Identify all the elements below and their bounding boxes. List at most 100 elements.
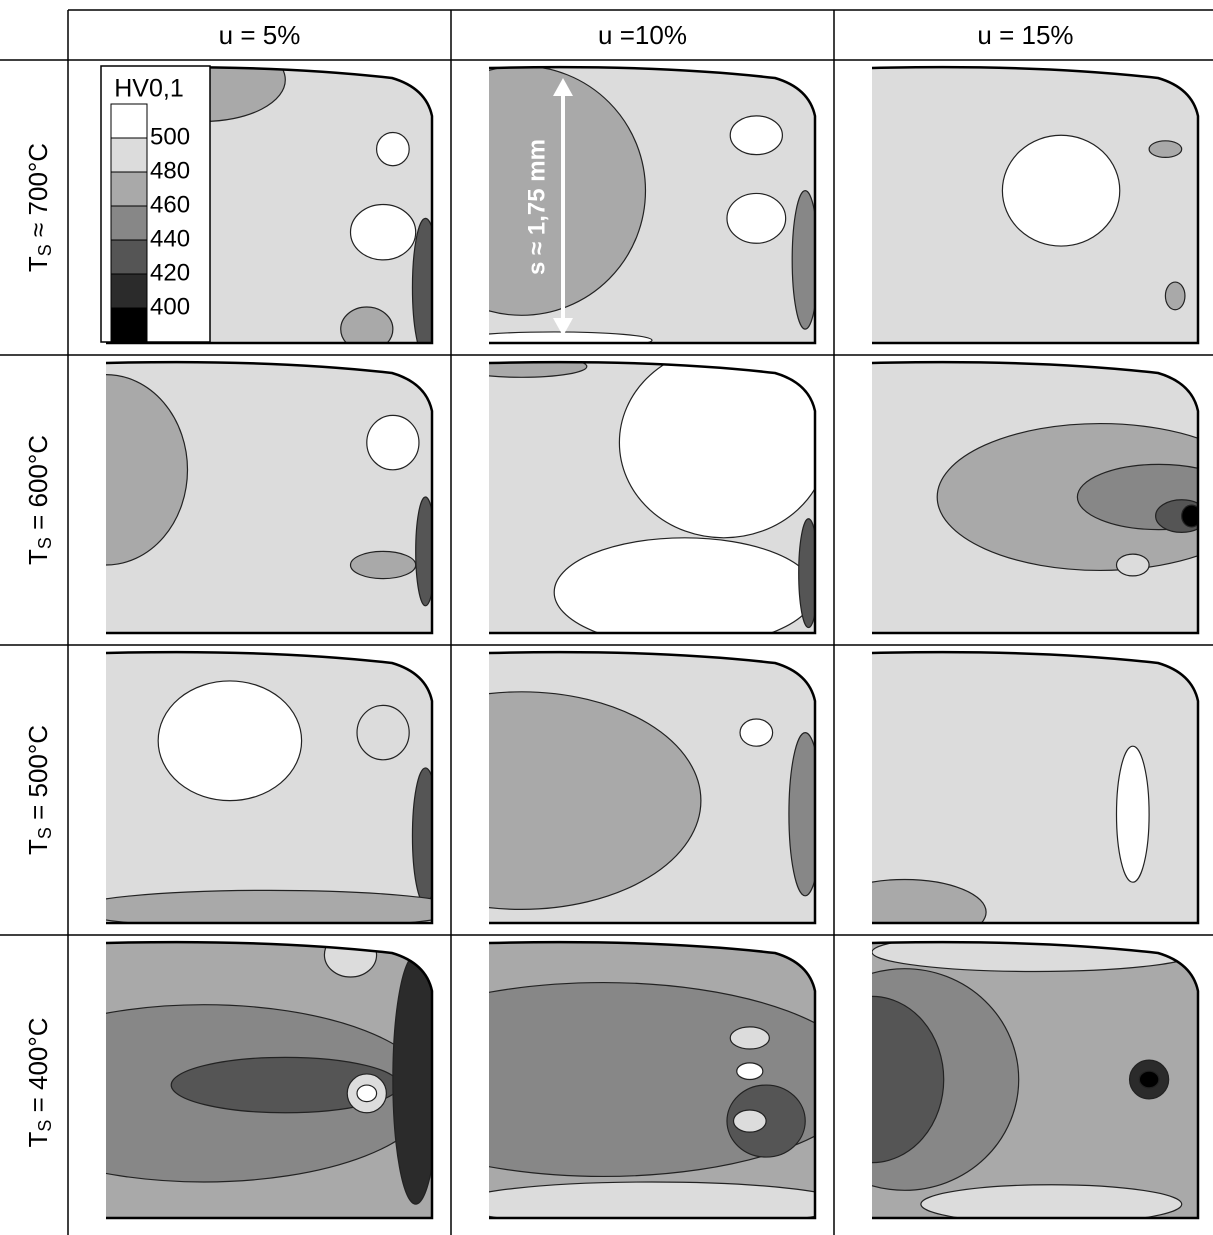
legend-title: HV0,1 xyxy=(114,75,183,103)
contour-map xyxy=(106,942,432,1218)
contour-region xyxy=(739,718,774,747)
contour-region xyxy=(872,878,987,923)
legend-level: 440 xyxy=(150,225,190,252)
contour-map xyxy=(872,67,1198,343)
sample-outline xyxy=(488,360,817,635)
row-label-suffix: = 500°C xyxy=(23,725,53,827)
row-label-prefix: T xyxy=(23,1132,53,1148)
contour-region xyxy=(356,704,410,761)
row-label-suffix: = 600°C xyxy=(23,435,53,537)
contour-region xyxy=(1148,140,1183,159)
contour-region xyxy=(106,889,432,923)
contour-region xyxy=(1115,745,1150,883)
contour-region xyxy=(729,115,783,156)
contour-region xyxy=(356,1084,378,1103)
sample-outline xyxy=(871,650,1200,925)
legend-level: 460 xyxy=(150,191,190,218)
contour-region xyxy=(736,1062,764,1081)
legend-swatch xyxy=(110,307,148,343)
contour-region xyxy=(798,518,815,629)
row-label-prefix: T xyxy=(23,839,53,855)
contour-region xyxy=(872,995,945,1164)
row-label-suffix: = 400°C xyxy=(23,1017,53,1119)
arrow-head xyxy=(553,318,573,336)
sample-outline xyxy=(105,650,434,925)
sample-outline xyxy=(105,360,434,635)
row-label-prefix: T xyxy=(23,256,53,272)
column-header: u = 15% xyxy=(977,20,1073,50)
contour-base xyxy=(872,652,1198,923)
contour-region xyxy=(489,691,702,910)
legend-level: 500 xyxy=(150,123,190,150)
contour-region xyxy=(726,192,787,244)
contour-region xyxy=(1115,553,1150,577)
labels: u = 5% u =10% u = 15%TS ≈ 700°CTS = 600°CT… xyxy=(23,20,1074,1148)
contour-map xyxy=(489,67,815,343)
contour-region xyxy=(349,203,417,261)
contour-region xyxy=(788,732,815,897)
row-label-subscript: S xyxy=(35,1120,55,1132)
contour-region xyxy=(157,680,303,802)
row-label: TS ≈ 700°C xyxy=(23,143,55,272)
contour-map xyxy=(872,362,1198,633)
contour-map xyxy=(489,942,815,1218)
table-grid xyxy=(0,9,1213,1235)
contour-map xyxy=(106,652,432,923)
sample-outline xyxy=(871,940,1200,1220)
contour-region xyxy=(349,550,417,580)
arrow-head xyxy=(553,78,573,96)
sample-outline xyxy=(871,360,1200,635)
contour-region xyxy=(106,373,189,566)
contour-region xyxy=(920,1184,1183,1218)
legend-level: 400 xyxy=(150,293,190,320)
sample-outline xyxy=(488,650,817,925)
contour-region xyxy=(489,1181,815,1218)
legend-swatch xyxy=(110,171,148,207)
contour-map xyxy=(872,942,1198,1218)
contour-region xyxy=(489,67,647,316)
column-header: u =10% xyxy=(598,20,687,50)
thickness-annotation: s ≈ 1,75 mm xyxy=(523,78,573,336)
annotation-text: s ≈ 1,75 mm xyxy=(523,139,550,275)
panels xyxy=(105,65,1200,1220)
contour-region xyxy=(489,362,588,378)
row-label: TS = 400°C xyxy=(23,1017,55,1147)
contour-map xyxy=(106,362,432,633)
contour-map xyxy=(489,652,815,923)
legend-level: 420 xyxy=(150,259,190,286)
contour-region xyxy=(1164,281,1186,311)
legend-swatch xyxy=(110,137,148,173)
contour-region xyxy=(732,1109,767,1133)
row-label: TS = 500°C xyxy=(23,725,55,855)
contour-region xyxy=(729,1026,770,1050)
contour-region xyxy=(618,362,815,539)
contour-region xyxy=(553,537,815,633)
legend-level: 480 xyxy=(150,157,190,184)
contour-region xyxy=(366,414,420,471)
contour-region xyxy=(411,217,432,343)
contour-map xyxy=(489,362,815,633)
sample-outline xyxy=(488,65,817,345)
row-label: TS = 600°C xyxy=(23,435,55,565)
contour-region xyxy=(1076,463,1198,531)
row-label-subscript: S xyxy=(35,244,55,256)
contour-region xyxy=(1138,1070,1160,1089)
column-header: u = 5% xyxy=(219,20,301,50)
contour-region xyxy=(340,306,394,343)
contour-region xyxy=(323,942,378,978)
legend-swatch xyxy=(110,103,148,139)
contour-region xyxy=(415,496,432,607)
contour-region xyxy=(489,331,653,343)
contour-region xyxy=(1001,134,1121,247)
contour-region xyxy=(411,767,432,905)
legend-swatch xyxy=(110,239,148,275)
contour-region xyxy=(791,190,815,330)
sample-outline xyxy=(488,940,817,1220)
row-label-subscript: S xyxy=(35,537,55,549)
row-label-prefix: T xyxy=(23,549,53,565)
sample-outline xyxy=(871,65,1200,345)
legend-swatch xyxy=(110,273,148,309)
sample-outline xyxy=(105,940,434,1220)
